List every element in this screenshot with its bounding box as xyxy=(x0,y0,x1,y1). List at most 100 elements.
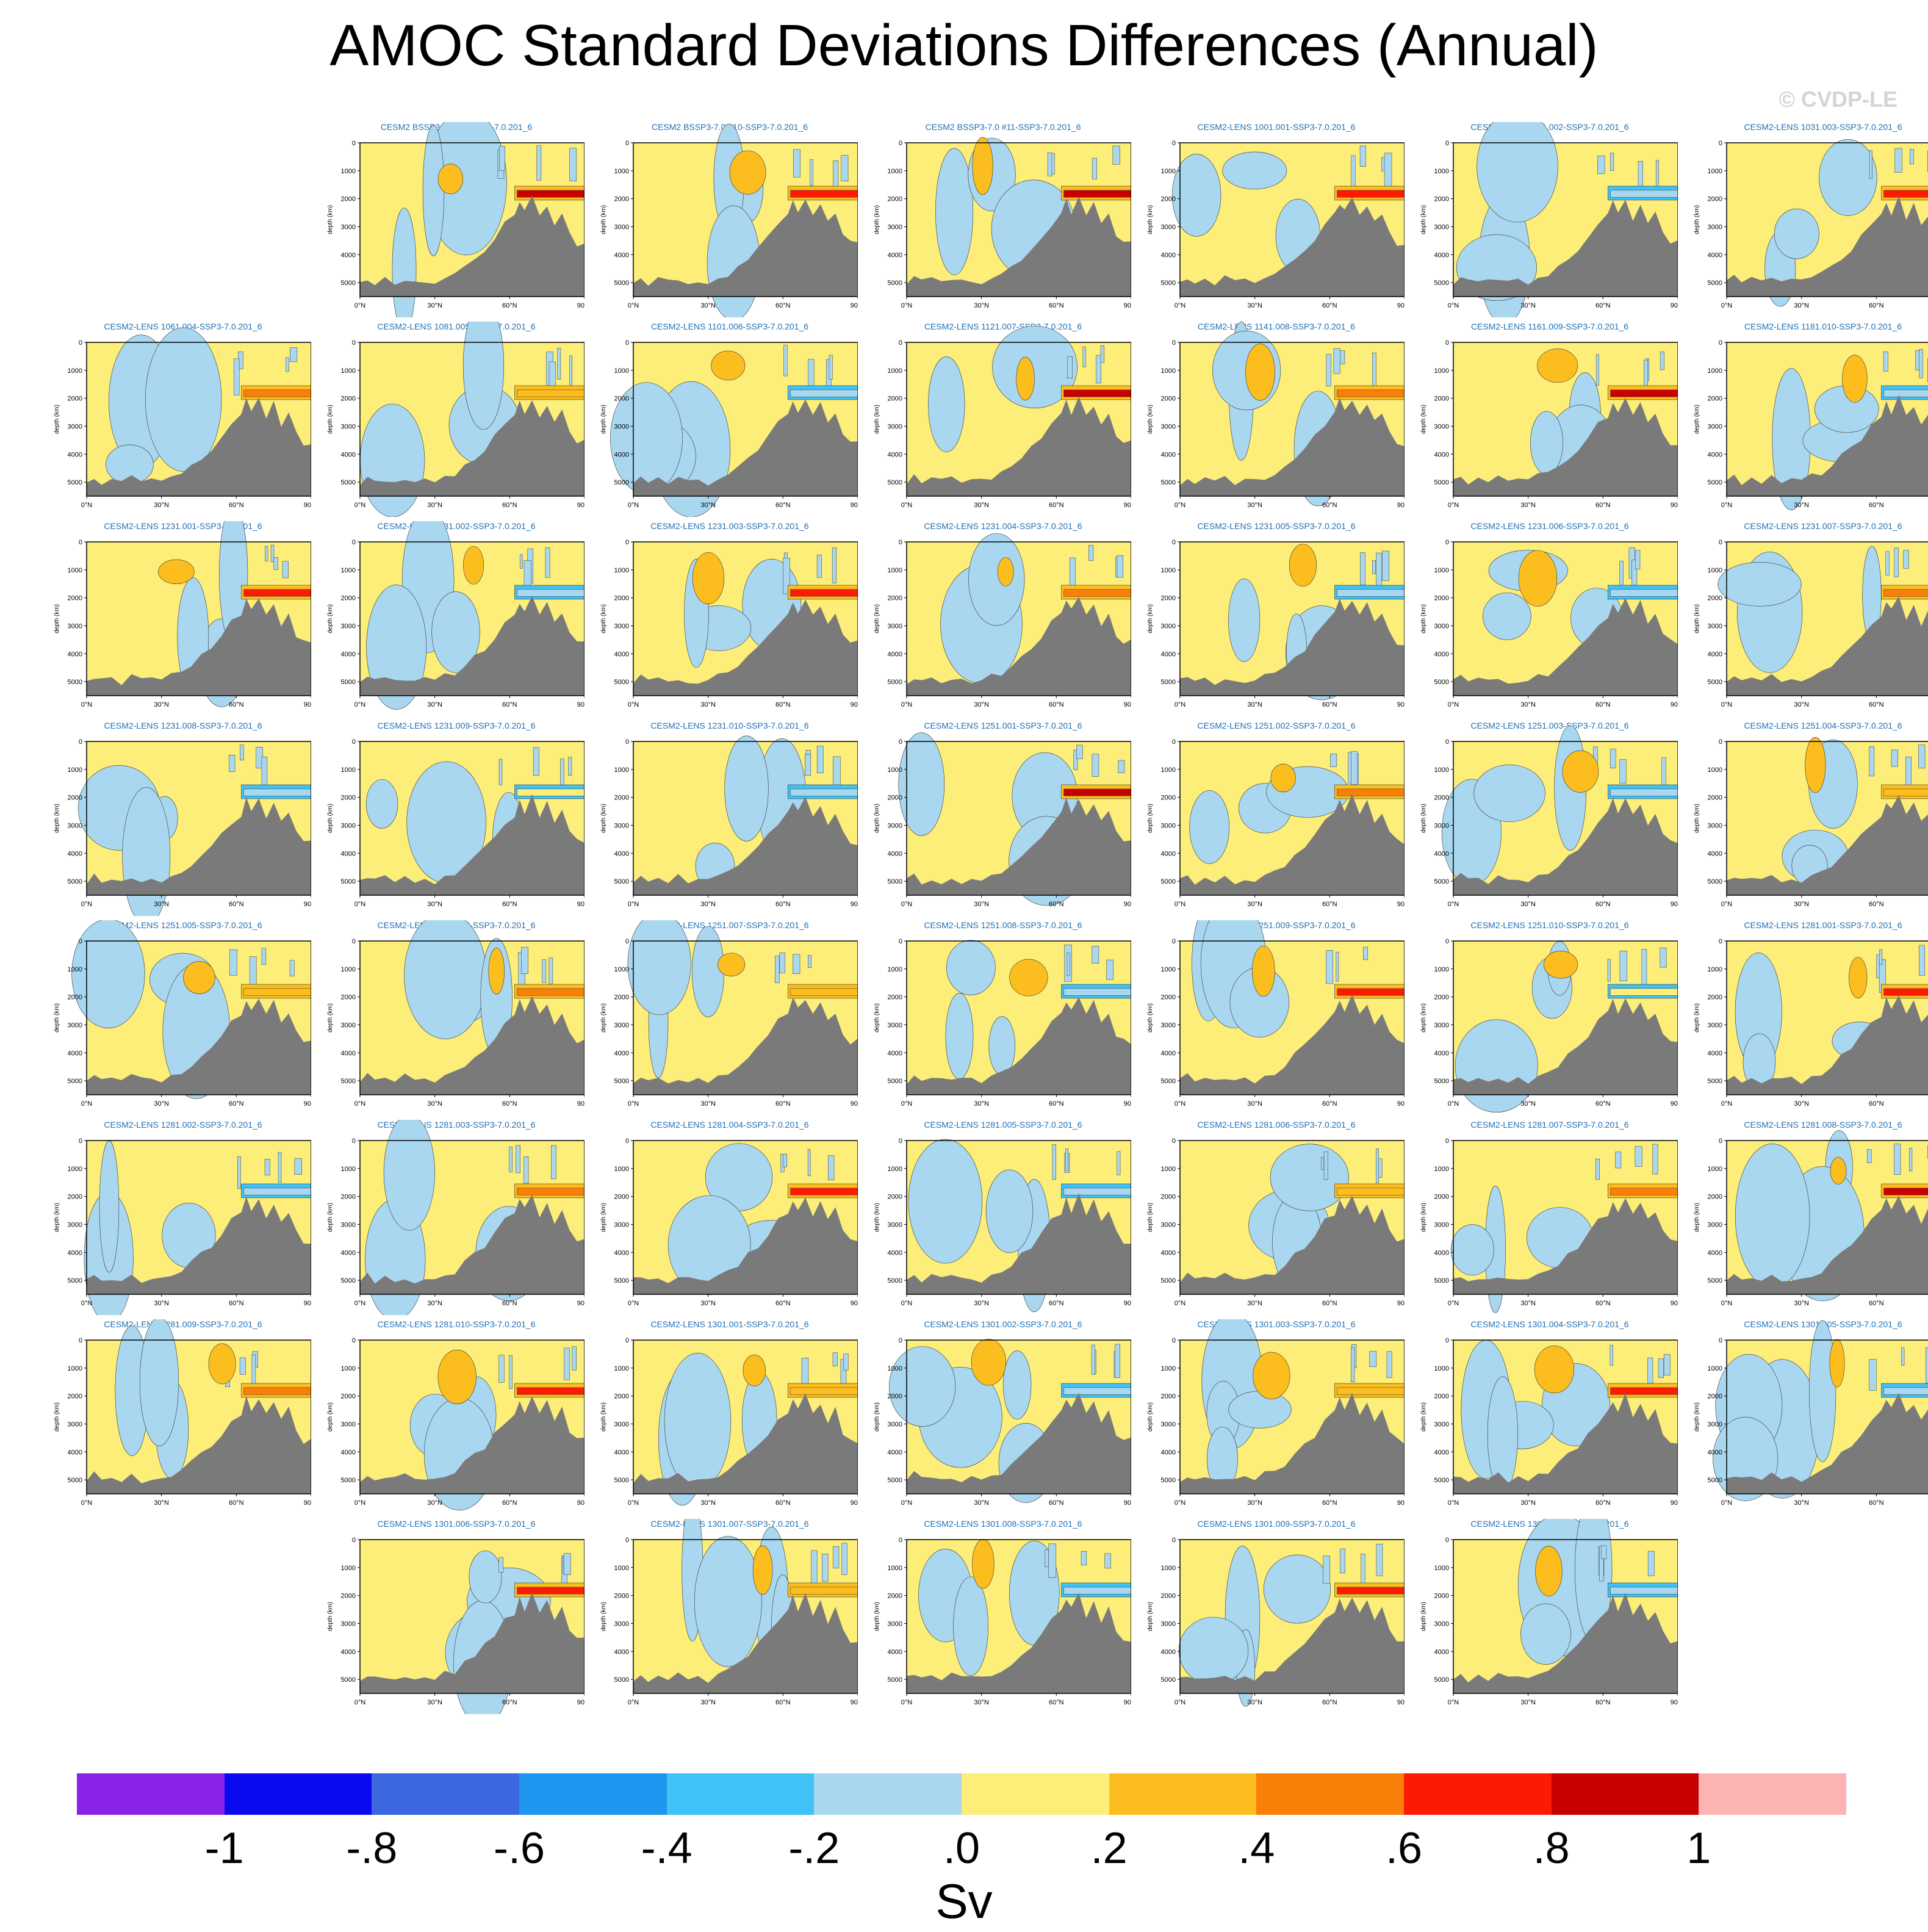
high-latitude-band-core xyxy=(517,389,585,397)
y-axis-label: depth (km) xyxy=(1420,1602,1427,1631)
negative-anomaly-streak xyxy=(533,747,539,776)
negative-anomaly-region xyxy=(1520,1603,1571,1665)
y-axis-label: depth (km) xyxy=(54,405,60,434)
plot-frame xyxy=(86,940,311,1095)
colorbar-swatch xyxy=(1699,1773,1847,1815)
amoc-panel: CESM2-LENS 1031.003-SSP3-7.0.201_6 0 1000 2… xyxy=(1683,122,1928,317)
plot-frame xyxy=(633,741,858,896)
y-tick-label: 2000 xyxy=(888,595,902,602)
panel-title: CESM2-LENS 1251.010-SSP3-7.0.201_6 xyxy=(1470,920,1629,930)
y-tick-label: 4000 xyxy=(68,1449,82,1456)
amoc-panel: CESM2-LENS 1251.005-SSP3-7.0.201_6 0 1000 2… xyxy=(43,920,311,1116)
y-axis-label: depth (km) xyxy=(874,804,880,833)
y-tick-label: 4000 xyxy=(341,251,356,259)
y-axis-label: depth (km) xyxy=(874,205,880,234)
amoc-panel: CESM2-LENS 1301.008-SSP3-7.0.201_6 0 1000 2… xyxy=(863,1519,1131,1714)
negative-anomaly-streak xyxy=(1610,153,1614,171)
negative-anomaly-streak xyxy=(1615,1152,1622,1169)
x-tick-label: 60°N xyxy=(1595,502,1611,509)
y-tick-label: 0 xyxy=(79,1337,82,1344)
negative-anomaly-streak xyxy=(822,1554,829,1582)
y-tick-label: 1000 xyxy=(1161,1166,1176,1173)
panel-grid: CESM2 BSSP3-7.0 #4-SSP3-7.0.201_60100020… xyxy=(43,122,1928,1714)
panel-title: CESM2-LENS 1281.004-SSP3-7.0.201_6 xyxy=(650,1120,809,1130)
high-latitude-band-core xyxy=(243,1188,311,1195)
negative-anomaly-streak xyxy=(1360,552,1365,586)
negative-anomaly-region xyxy=(985,1169,1034,1253)
y-tick-label: 0 xyxy=(1445,938,1449,945)
positive-anomaly-region xyxy=(752,1545,773,1595)
positive-anomaly-region xyxy=(1535,1546,1563,1596)
y-axis-label: depth (km) xyxy=(327,405,334,434)
panel-plot: 0 1000 2000 3000 4000 5000 0°N 30°N 60°N 90°N dept… xyxy=(600,123,858,317)
panel-plot: 0 1000 2000 3000 4000 5000 0°N 30°N 60°N 90°N dept… xyxy=(1147,322,1405,509)
y-tick-label: 4000 xyxy=(68,850,82,857)
y-tick-label: 4000 xyxy=(1434,651,1449,658)
negative-anomaly-streak xyxy=(545,547,550,578)
y-axis-label: depth (km) xyxy=(1694,604,1700,633)
panel-plot: 0 1000 2000 3000 4000 5000 0°N 30°N 60°N 90°N dept… xyxy=(874,1537,1131,1706)
panel-title: CESM2-LENS 1251.004-SSP3-7.0.201_6 xyxy=(1744,721,1902,730)
y-tick-label: 3000 xyxy=(614,1421,629,1428)
y-axis-label: depth (km) xyxy=(1420,1402,1427,1432)
plot-frame xyxy=(359,342,585,497)
y-tick-label: 1000 xyxy=(1708,766,1722,774)
y-axis-label: depth (km) xyxy=(1147,804,1154,833)
plot-frame xyxy=(906,1140,1131,1295)
y-axis-label: depth (km) xyxy=(327,604,334,633)
y-tick-label: 4000 xyxy=(341,1648,356,1656)
y-tick-label: 0 xyxy=(79,539,82,546)
x-tick-label: 30°N xyxy=(1794,502,1809,509)
panel-plot: 0 1000 2000 3000 4000 5000 0°N 30°N 60°N 90°N dept… xyxy=(327,122,585,317)
high-latitude-band-core xyxy=(517,1188,585,1195)
negative-anomaly-streak xyxy=(1376,552,1382,586)
plot-frame xyxy=(1726,142,1928,297)
y-tick-label: 1000 xyxy=(614,966,629,973)
panel-plot: 0 1000 2000 3000 4000 5000 0°N 30°N 60°N 90°N dept… xyxy=(54,521,311,708)
panel-title: CESM2-LENS 1231.009-SSP3-7.0.201_6 xyxy=(377,721,536,730)
plot-frame xyxy=(633,541,858,696)
y-axis-label: depth (km) xyxy=(54,1402,60,1432)
y-tick-label: 2000 xyxy=(1434,1593,1449,1600)
negative-anomaly-streak xyxy=(1926,1347,1928,1383)
y-tick-label: 4000 xyxy=(888,451,902,458)
positive-anomaly-region xyxy=(1849,957,1868,999)
x-tick-label: 60°N xyxy=(1322,1300,1337,1307)
x-tick-label: 0°N xyxy=(628,701,639,708)
y-tick-label: 4000 xyxy=(1161,850,1176,857)
negative-anomaly-streak xyxy=(286,357,289,372)
plot-frame xyxy=(1453,142,1678,297)
high-latitude-band-core xyxy=(1063,589,1131,597)
plot-frame xyxy=(359,541,585,696)
high-latitude-band-core xyxy=(1337,788,1405,796)
panel-plot: 0 1000 2000 3000 4000 5000 0°N 30°N 60°N 90°N dept… xyxy=(600,339,858,517)
x-tick-label: 90°N xyxy=(1397,701,1405,708)
negative-anomaly-streak xyxy=(519,554,523,569)
x-tick-label: 30°N xyxy=(427,1300,442,1307)
x-tick-label: 90°N xyxy=(1671,701,1678,708)
y-axis-label: depth (km) xyxy=(54,604,60,633)
plot-frame xyxy=(1179,741,1405,896)
x-tick-label: 90°N xyxy=(304,701,311,708)
negative-anomaly-streak xyxy=(521,946,528,974)
negative-anomaly-streak xyxy=(1065,1148,1069,1171)
positive-anomaly-region xyxy=(743,1354,766,1386)
negative-anomaly-streak xyxy=(1658,1358,1664,1378)
positive-anomaly-region xyxy=(158,559,195,585)
y-tick-label: 4000 xyxy=(614,1249,629,1256)
panel-title: CESM2-LENS 1281.009-SSP3-7.0.201_6 xyxy=(104,1319,262,1329)
negative-anomaly-streak xyxy=(1879,950,1883,965)
bathymetry-mask xyxy=(633,399,858,496)
panel-plot: 0 1000 2000 3000 4000 5000 0°N 30°N 60°N 90°N dept… xyxy=(1420,938,1678,1113)
negative-anomaly-region xyxy=(1171,154,1221,237)
high-latitude-band-core xyxy=(1883,988,1928,996)
y-tick-label: 1000 xyxy=(1434,367,1449,375)
negative-anomaly-streak xyxy=(523,560,531,586)
y-tick-label: 1000 xyxy=(341,1166,356,1173)
panel-plot: 0 1000 2000 3000 4000 5000 0°N 30°N 60°N 90°N dept… xyxy=(327,738,585,908)
y-tick-label: 3000 xyxy=(1434,822,1449,829)
y-tick-label: 0 xyxy=(352,738,356,746)
y-tick-label: 0 xyxy=(352,1337,356,1344)
x-tick-label: 0°N xyxy=(354,1499,366,1507)
negative-anomaly-streak xyxy=(783,1153,787,1167)
